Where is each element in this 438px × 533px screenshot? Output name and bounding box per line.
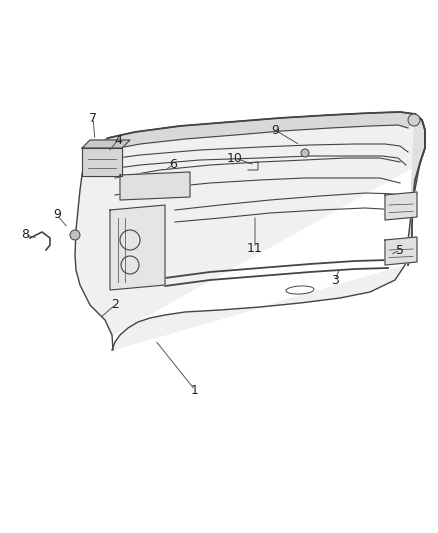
Polygon shape bbox=[370, 112, 400, 126]
Polygon shape bbox=[385, 237, 417, 265]
Polygon shape bbox=[385, 192, 417, 220]
Polygon shape bbox=[408, 114, 425, 265]
Polygon shape bbox=[75, 112, 425, 350]
Text: 3: 3 bbox=[331, 273, 339, 287]
Polygon shape bbox=[330, 113, 370, 128]
Text: 1: 1 bbox=[191, 384, 199, 397]
Polygon shape bbox=[108, 132, 140, 150]
Text: 9: 9 bbox=[271, 124, 279, 136]
Text: 5: 5 bbox=[396, 244, 404, 256]
Text: 2: 2 bbox=[111, 298, 119, 311]
Polygon shape bbox=[120, 172, 190, 200]
Polygon shape bbox=[280, 115, 330, 131]
Polygon shape bbox=[398, 112, 415, 128]
Circle shape bbox=[70, 230, 80, 240]
Text: 11: 11 bbox=[247, 241, 263, 254]
Text: 7: 7 bbox=[89, 111, 97, 125]
Polygon shape bbox=[88, 138, 108, 162]
Circle shape bbox=[301, 149, 309, 157]
Circle shape bbox=[408, 114, 420, 126]
Text: 9: 9 bbox=[53, 208, 61, 222]
Text: 6: 6 bbox=[169, 158, 177, 172]
Polygon shape bbox=[230, 118, 282, 135]
Polygon shape bbox=[135, 126, 185, 144]
Polygon shape bbox=[82, 140, 130, 148]
Polygon shape bbox=[110, 205, 165, 290]
Polygon shape bbox=[82, 148, 122, 176]
Text: 8: 8 bbox=[21, 229, 29, 241]
Polygon shape bbox=[180, 122, 235, 139]
Text: 4: 4 bbox=[114, 133, 122, 147]
Text: 10: 10 bbox=[227, 151, 243, 165]
